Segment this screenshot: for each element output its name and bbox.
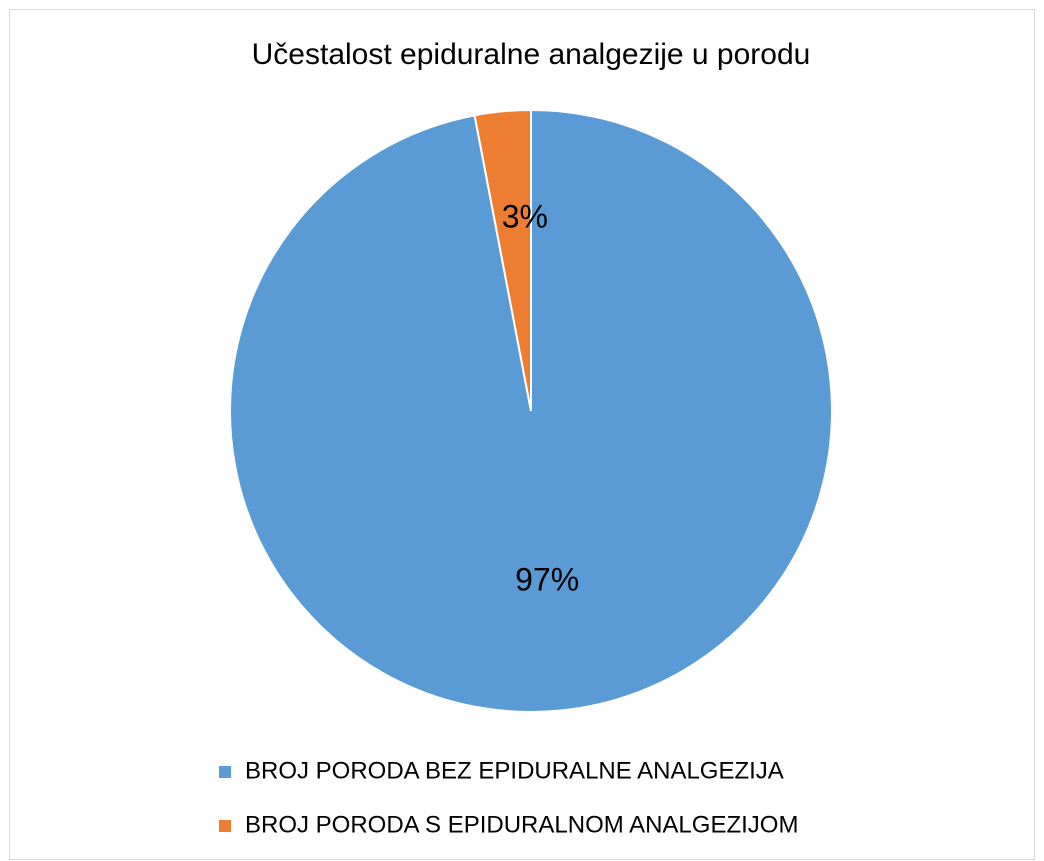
data-label: 97%: [515, 561, 579, 597]
data-label: 3%: [502, 199, 548, 235]
pie-slice: [473, 108, 532, 412]
legend-label: BROJ PORODA BEZ EPIDURALNE ANALGEZIJA: [245, 757, 784, 784]
chart-title: Učestalost epiduralne analgezije u porod…: [252, 38, 811, 71]
legend-swatch: [219, 766, 231, 778]
legend-label: BROJ PORODA S EPIDURALNOM ANALGEZIJOM: [245, 811, 798, 838]
legend-swatch: [219, 820, 231, 832]
pie-slice: [229, 108, 833, 713]
